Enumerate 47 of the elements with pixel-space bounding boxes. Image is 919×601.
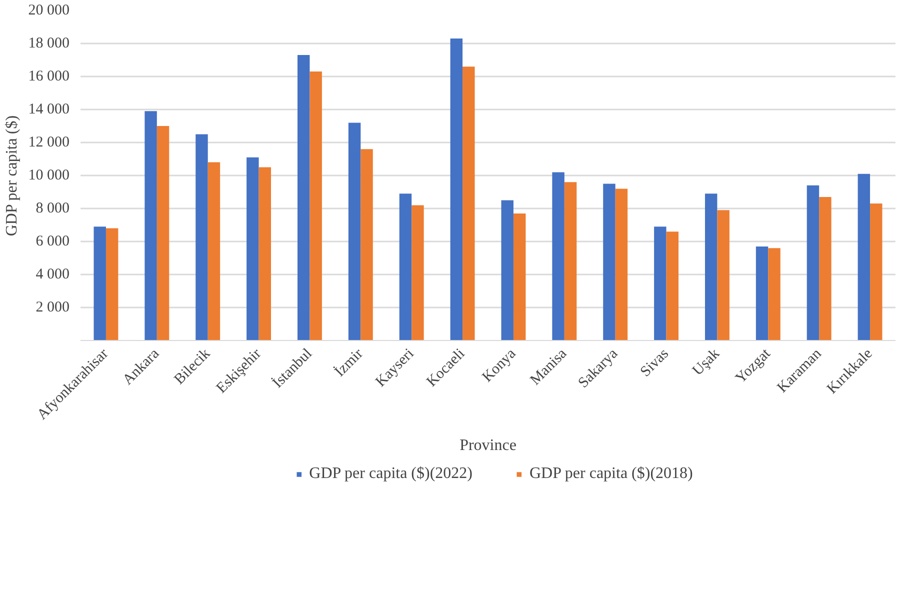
y-tick-label: 10 000 (28, 168, 70, 184)
bar (94, 226, 106, 340)
bar (348, 122, 361, 340)
bar (246, 157, 259, 340)
y-axis-title: GDP per capita ($) (3, 115, 20, 236)
bar (870, 204, 882, 340)
bar (156, 126, 170, 340)
legend-label: GDP per capita ($)(2018) (530, 465, 693, 483)
bar (412, 205, 424, 340)
y-tick-label: 4 000 (36, 266, 70, 282)
bar (819, 196, 832, 340)
x-tick-label: Uşak (690, 345, 724, 379)
bar (310, 72, 322, 340)
bar (615, 188, 628, 340)
y-tick-label: 12 000 (28, 134, 70, 150)
y-tick-label: 18 000 (28, 36, 70, 52)
bar (552, 172, 564, 340)
bar (196, 134, 208, 340)
legend-label: GDP per capita ($)(2022) (309, 465, 472, 483)
bar (654, 226, 666, 340)
bar (360, 149, 373, 340)
bar (858, 174, 870, 340)
bar (106, 228, 118, 340)
bar (806, 185, 820, 340)
bar (717, 210, 730, 340)
bar (603, 184, 616, 340)
bar (258, 167, 272, 340)
bar (462, 66, 475, 340)
bar (666, 232, 679, 340)
y-tick-label: 14 000 (28, 102, 70, 118)
x-axis-title: Province (460, 436, 516, 454)
bar (144, 111, 157, 340)
y-tick-label: 20 000 (28, 2, 70, 18)
bar (768, 248, 780, 340)
bar (297, 55, 310, 340)
bar (756, 246, 768, 340)
bar (208, 162, 220, 340)
y-tick-label: 2 000 (36, 300, 70, 316)
bar (399, 194, 412, 340)
y-tick-label: 16 000 (28, 68, 70, 84)
y-tick-label: 8 000 (36, 200, 70, 216)
y-tick-label: 6 000 (36, 234, 70, 250)
bar (564, 182, 577, 340)
bar (513, 213, 526, 340)
bar (450, 38, 463, 340)
bar (501, 200, 514, 340)
bar (704, 194, 718, 340)
